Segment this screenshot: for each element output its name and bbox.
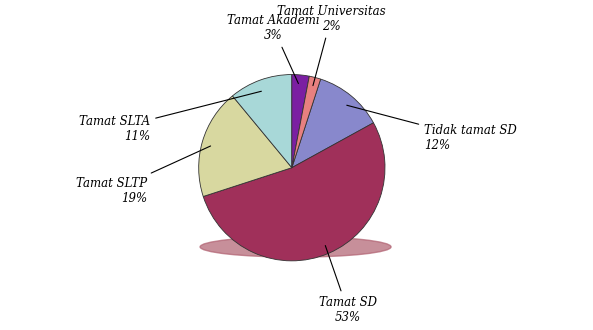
Wedge shape: [292, 75, 310, 168]
Wedge shape: [203, 123, 385, 261]
Text: Tamat SLTP
19%: Tamat SLTP 19%: [76, 146, 211, 205]
Wedge shape: [292, 79, 374, 168]
Ellipse shape: [200, 237, 391, 257]
Text: Tamat Akademi
3%: Tamat Akademi 3%: [227, 14, 320, 83]
Text: Tamat SLTA
11%: Tamat SLTA 11%: [79, 91, 262, 143]
Text: Tamat SD
53%: Tamat SD 53%: [318, 246, 377, 324]
Wedge shape: [199, 96, 292, 196]
Text: Tamat Universitas
2%: Tamat Universitas 2%: [277, 5, 385, 85]
Text: Tidak tamat SD
12%: Tidak tamat SD 12%: [347, 105, 517, 152]
Wedge shape: [292, 76, 321, 168]
Wedge shape: [232, 75, 292, 168]
